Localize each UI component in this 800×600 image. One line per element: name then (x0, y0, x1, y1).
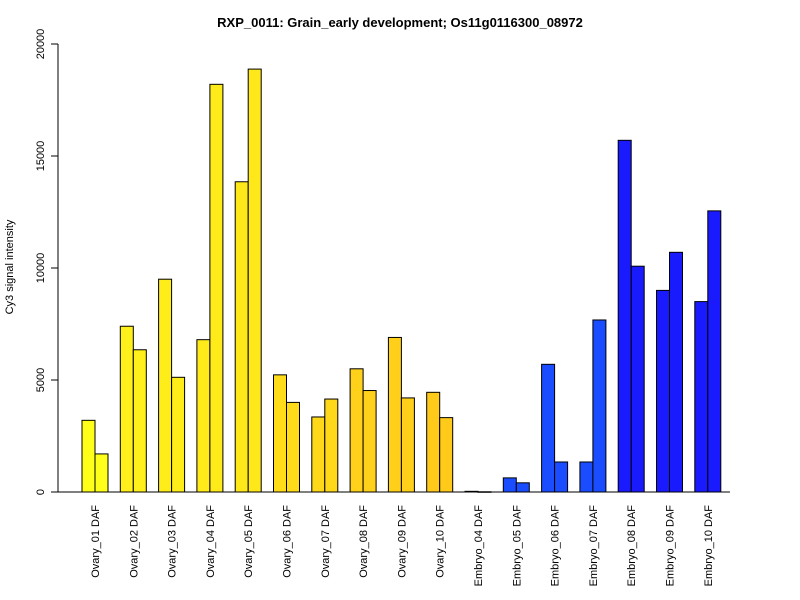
x-axis-labels: Ovary_01 DAF Ovary_02 DAF Ovary_03 DAF Ovar… (90, 505, 715, 587)
x-tick-label: Ovary_06 DAF (282, 505, 294, 578)
bar (630, 265, 645, 493)
bar (196, 339, 211, 493)
x-tick-label: Ovary_02 DAF (128, 505, 140, 578)
bar (234, 181, 249, 493)
bar (579, 461, 594, 493)
bar (158, 278, 173, 493)
x-tick-label: Ovary_10 DAF (435, 505, 447, 578)
x-tick-label: Embryo_10 DAF (703, 505, 715, 587)
y-axis-ticks: 0 5000 10000 15000 20000 (35, 29, 58, 495)
x-tick-label: Embryo_07 DAF (588, 505, 600, 587)
bar (400, 397, 415, 493)
bar (477, 491, 492, 493)
bar (324, 398, 339, 493)
y-axis-label: Cy3 signal intensity (4, 219, 16, 314)
bar (617, 139, 632, 493)
bar (362, 390, 377, 493)
bar (132, 349, 147, 493)
bar (541, 363, 556, 493)
y-tick-label: 10000 (35, 253, 47, 284)
bar (273, 374, 287, 493)
y-tick-label: 0 (35, 489, 47, 495)
bar (439, 417, 454, 493)
bar (515, 482, 530, 493)
x-tick-label: Ovary_01 DAF (90, 505, 102, 578)
x-tick-label: Ovary_09 DAF (396, 505, 408, 578)
bar (311, 416, 326, 493)
x-tick-label: Ovary_05 DAF (243, 505, 255, 578)
x-tick-label: Embryo_04 DAF (473, 505, 485, 587)
bar (707, 210, 722, 493)
x-tick-label: Embryo_06 DAF (550, 505, 562, 587)
x-tick-label: Ovary_07 DAF (320, 505, 332, 578)
bar (554, 461, 569, 493)
x-tick-label: Ovary_08 DAF (358, 505, 370, 578)
bar (592, 319, 607, 493)
bars-group (81, 68, 722, 493)
x-tick-label: Embryo_09 DAF (665, 505, 677, 587)
bar (426, 391, 441, 493)
bar (656, 289, 670, 493)
bar (286, 401, 300, 493)
bar (694, 301, 709, 493)
y-tick-label: 15000 (35, 141, 47, 172)
bar (247, 68, 262, 493)
bar (171, 376, 186, 493)
bar (349, 368, 364, 493)
bar (119, 325, 134, 493)
bar (502, 477, 517, 493)
bar (94, 453, 109, 493)
bar (669, 251, 683, 493)
y-tick-label: 5000 (35, 368, 47, 392)
bar (464, 490, 479, 493)
bar (209, 83, 224, 493)
x-tick-label: Embryo_08 DAF (626, 505, 638, 587)
y-tick-label: 20000 (35, 29, 47, 60)
x-tick-label: Embryo_05 DAF (511, 505, 523, 587)
chart-title: RXP_0011: Grain_early development; Os11g… (217, 15, 583, 30)
x-tick-label: Ovary_04 DAF (205, 505, 217, 578)
bar (387, 336, 402, 493)
bar (81, 419, 96, 493)
x-tick-label: Ovary_03 DAF (167, 505, 179, 578)
